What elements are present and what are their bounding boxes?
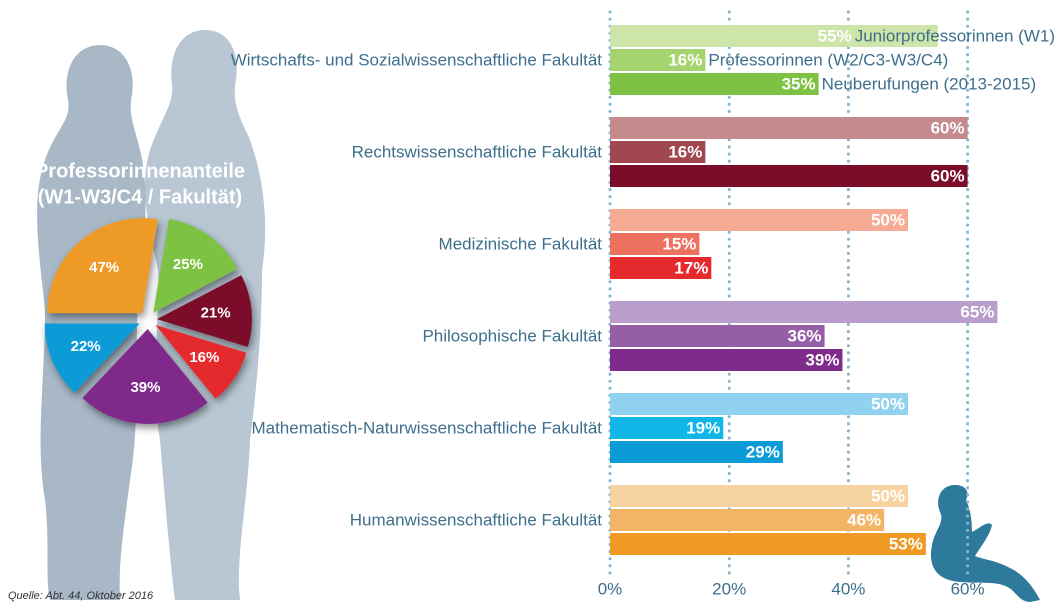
x-tick-label: 0%: [598, 579, 623, 598]
bar: [610, 141, 706, 163]
category-label: Humanwissenschaftliche Fakultät: [350, 510, 603, 529]
pie-slice: [82, 328, 208, 424]
silhouette-front: [37, 45, 146, 600]
pie-slice: [153, 219, 238, 313]
bar: [610, 301, 998, 323]
bar: [610, 485, 908, 507]
category-label: Mathematisch-Naturwissenschaftliche Faku…: [251, 418, 602, 437]
bar: [610, 441, 783, 463]
category-label: Wirtschafts- und Sozialwissenschaftliche…: [231, 50, 603, 69]
category-label: Medizinische Fakultät: [439, 234, 603, 253]
pie-value-label: 21%: [201, 305, 231, 322]
bar: [610, 117, 968, 139]
pie-slice: [47, 218, 158, 314]
pie-title: (W1-W3/C4 / Fakultät): [38, 186, 242, 208]
pie-value-label: 16%: [189, 349, 219, 366]
bar: [610, 49, 706, 71]
pie-slice: [155, 325, 247, 399]
pie-slice: [44, 323, 140, 393]
pie-value-label: 25%: [173, 256, 203, 273]
value-label: 55%: [818, 26, 852, 45]
value-label: 39%: [805, 350, 839, 369]
bar: [610, 349, 843, 371]
value-label: 65%: [960, 302, 994, 321]
value-label: 60%: [931, 166, 965, 185]
bar: [610, 257, 712, 279]
bar: [610, 325, 825, 347]
legend-label: Juniorprofessorinnen (W1): [855, 26, 1055, 45]
x-tick-label: 60%: [951, 579, 985, 598]
bar: [610, 509, 885, 531]
bar: [610, 209, 908, 231]
value-label: 16%: [668, 50, 702, 69]
bar: [610, 25, 938, 47]
pie-value-label: 22%: [71, 338, 101, 355]
value-label: 46%: [847, 510, 881, 529]
pie-title: Professorinnenanteile: [35, 160, 245, 182]
value-label: 35%: [782, 74, 816, 93]
pie: [44, 218, 252, 424]
value-label: 60%: [931, 118, 965, 137]
value-label: 50%: [871, 486, 905, 505]
source: Quelle: Abt. 44, Oktober 2016: [8, 590, 154, 602]
legend-label: Professorinnen (W2/C3-W3/C4): [708, 50, 948, 69]
pie-slice: [156, 275, 252, 347]
x-tick-label: 40%: [831, 579, 865, 598]
bar: [610, 533, 926, 555]
value-label: 19%: [686, 418, 720, 437]
pie-value-label: 39%: [130, 379, 160, 396]
value-label: 17%: [674, 258, 708, 277]
value-label: 15%: [662, 234, 696, 253]
value-label: 53%: [889, 534, 923, 553]
bar: [610, 417, 724, 439]
value-label: 50%: [871, 394, 905, 413]
category-label: Rechtswissenschaftliche Fakultät: [352, 142, 603, 161]
pie-value-label: 47%: [89, 259, 119, 276]
silhouette-seated: [930, 485, 1040, 602]
category-label: Philosophische Fakultät: [422, 326, 602, 345]
legend-label: Neuberufungen (2013-2015): [822, 74, 1037, 93]
bar: [610, 393, 908, 415]
bar: [610, 165, 968, 187]
bar: [610, 233, 700, 255]
value-label: 50%: [871, 210, 905, 229]
value-label: 36%: [788, 326, 822, 345]
x-tick-label: 20%: [712, 579, 746, 598]
bar: [610, 73, 819, 95]
value-label: 16%: [668, 142, 702, 161]
value-label: 29%: [746, 442, 780, 461]
